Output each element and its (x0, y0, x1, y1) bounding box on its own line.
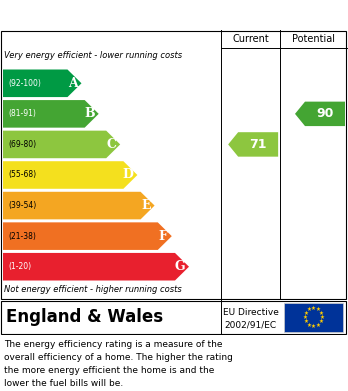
Text: Potential: Potential (292, 34, 335, 44)
Polygon shape (295, 102, 345, 126)
Text: Energy Efficiency Rating: Energy Efficiency Rating (8, 7, 218, 23)
Text: EU Directive: EU Directive (223, 308, 278, 317)
Text: (81-91): (81-91) (8, 109, 36, 118)
Text: (69-80): (69-80) (8, 140, 36, 149)
Polygon shape (3, 70, 81, 97)
Polygon shape (3, 100, 99, 127)
Text: ★: ★ (307, 307, 312, 312)
Text: 2002/91/EC: 2002/91/EC (224, 320, 277, 329)
Text: (55-68): (55-68) (8, 170, 36, 179)
Polygon shape (3, 192, 155, 219)
Text: ★: ★ (320, 315, 325, 320)
Polygon shape (3, 131, 120, 158)
Text: ★: ★ (307, 323, 312, 328)
Polygon shape (228, 132, 278, 157)
Text: (39-54): (39-54) (8, 201, 36, 210)
Text: ★: ★ (303, 319, 308, 325)
Polygon shape (3, 253, 189, 280)
Text: 90: 90 (316, 108, 334, 120)
Text: ★: ★ (303, 311, 308, 316)
Text: England & Wales: England & Wales (6, 308, 163, 326)
Text: B: B (84, 108, 95, 120)
Text: Current: Current (232, 34, 269, 44)
Text: (1-20): (1-20) (8, 262, 31, 271)
Text: 71: 71 (250, 138, 267, 151)
Text: ★: ★ (316, 323, 321, 328)
Text: E: E (141, 199, 151, 212)
Text: ★: ★ (319, 311, 324, 316)
Text: D: D (122, 169, 133, 181)
Bar (284, 303, 343, 332)
Text: ★: ★ (311, 324, 316, 329)
Text: ★: ★ (319, 319, 324, 325)
Text: Not energy efficient - higher running costs: Not energy efficient - higher running co… (4, 285, 182, 294)
Text: The energy efficiency rating is a measure of the
overall efficiency of a home. T: The energy efficiency rating is a measur… (4, 340, 233, 388)
Text: A: A (68, 77, 78, 90)
Text: (21-38): (21-38) (8, 231, 36, 240)
Text: C: C (106, 138, 116, 151)
Text: F: F (159, 230, 168, 243)
Text: (92-100): (92-100) (8, 79, 41, 88)
Polygon shape (3, 222, 172, 250)
Text: Very energy efficient - lower running costs: Very energy efficient - lower running co… (4, 52, 182, 61)
Text: ★: ★ (311, 306, 316, 311)
Text: G: G (174, 260, 185, 273)
Polygon shape (3, 161, 137, 189)
Text: ★: ★ (316, 307, 321, 312)
Text: ★: ★ (302, 315, 307, 320)
